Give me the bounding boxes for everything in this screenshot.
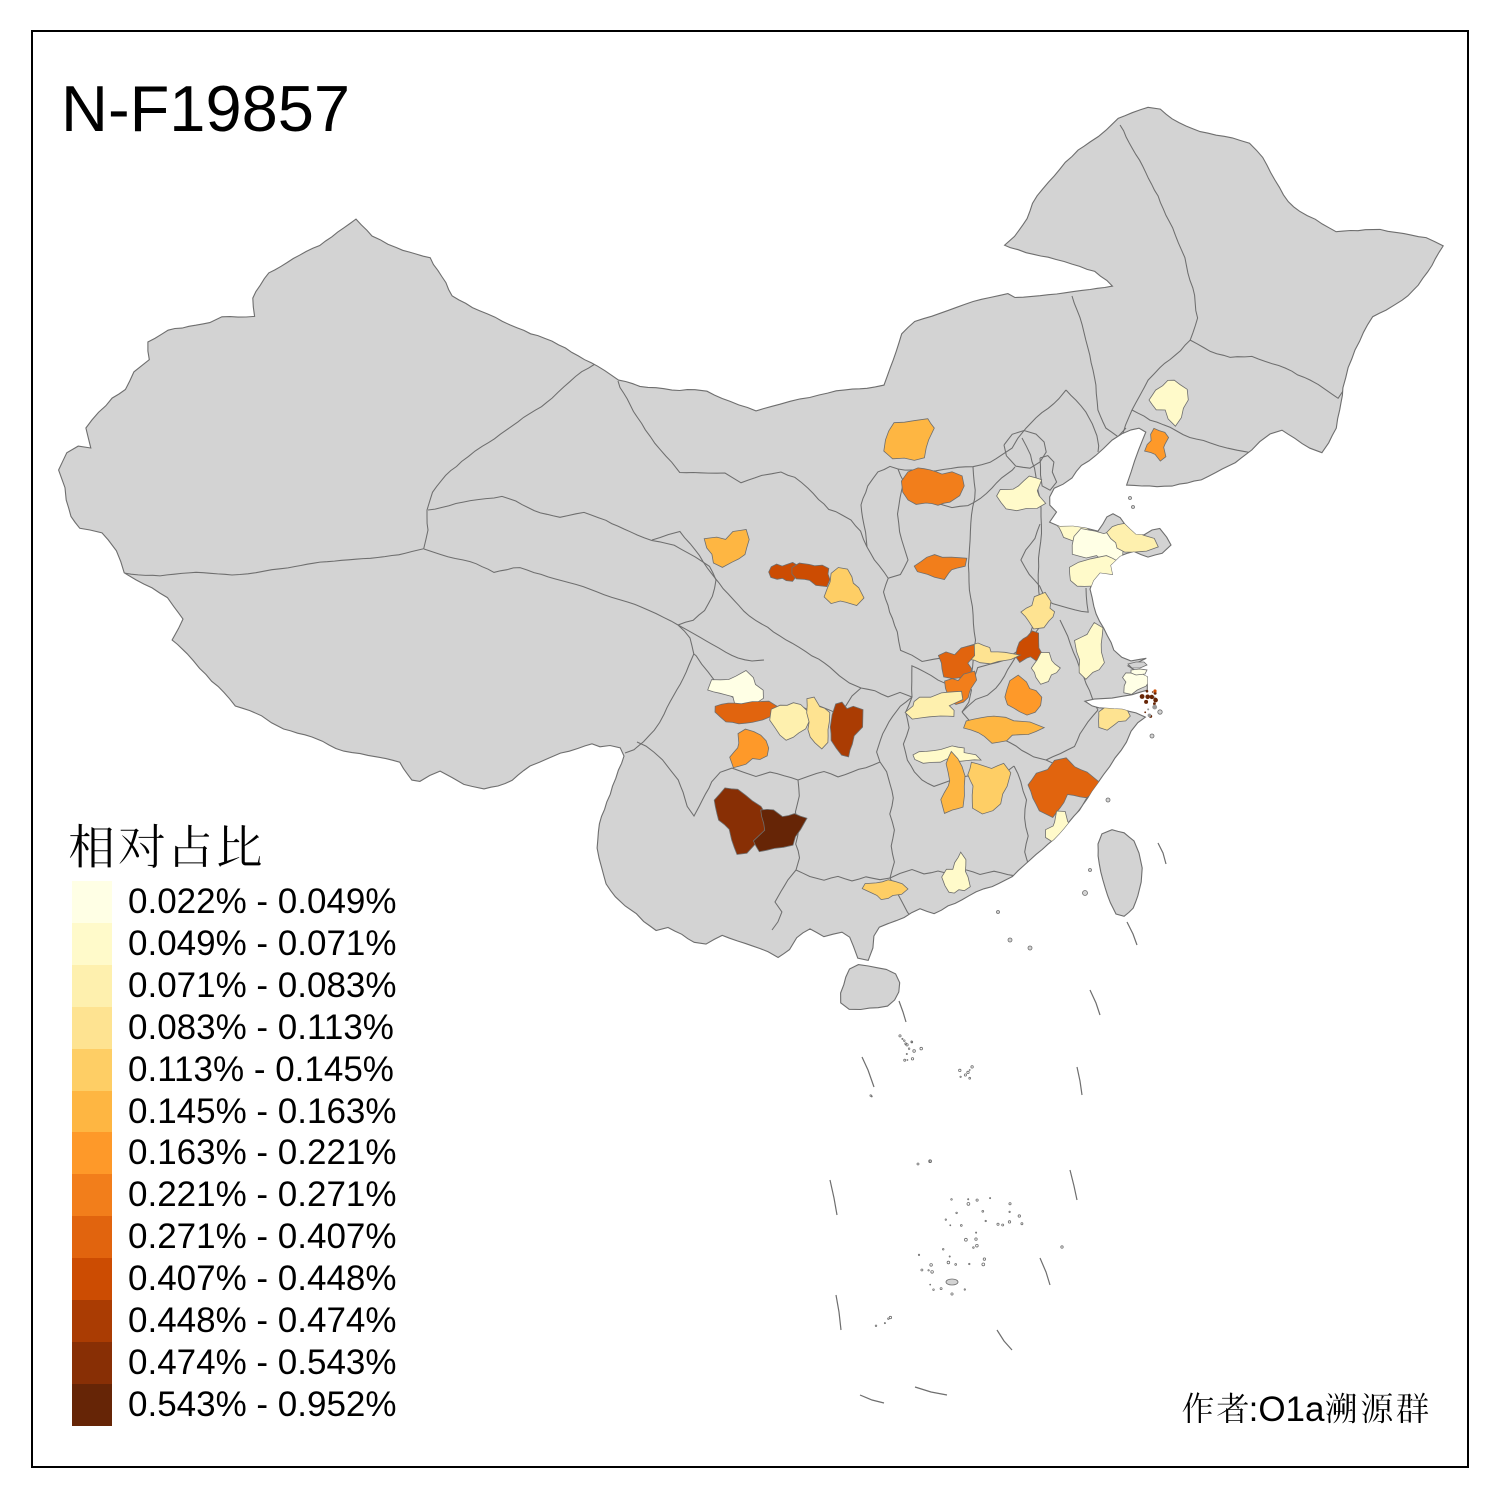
svg-text::O1a: :O1a xyxy=(1249,1390,1325,1429)
